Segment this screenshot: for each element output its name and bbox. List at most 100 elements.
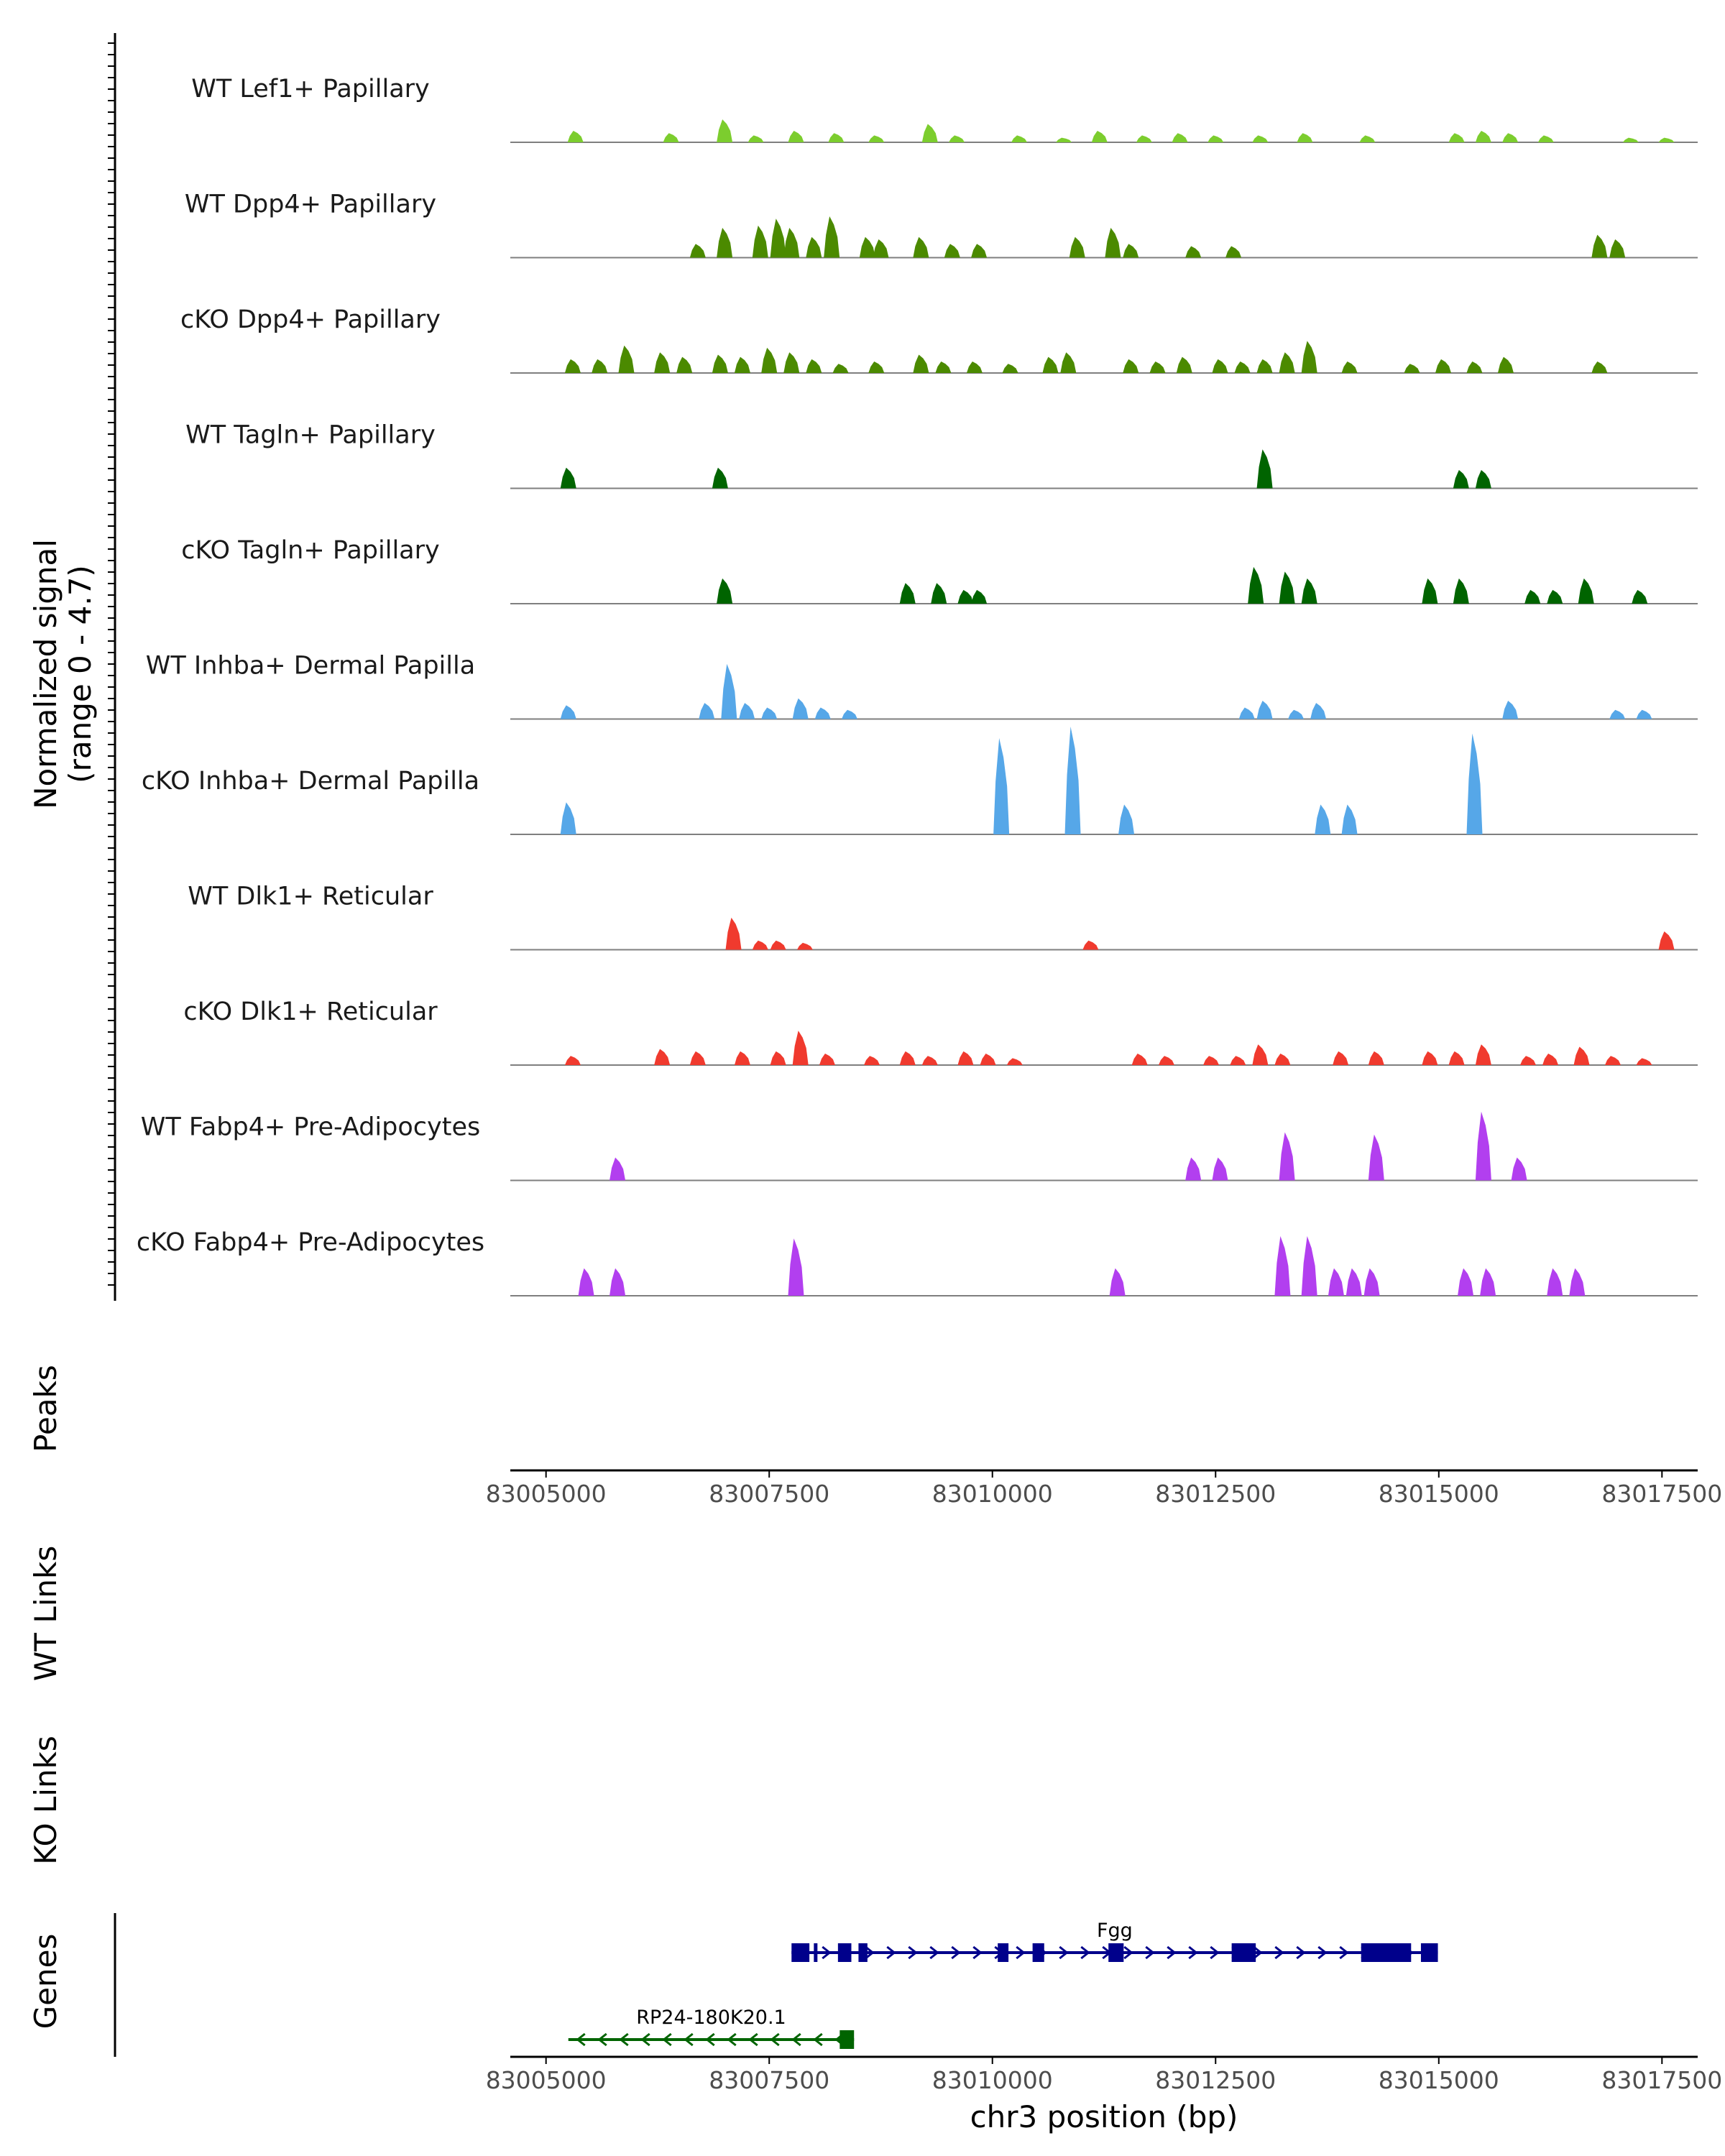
coverage-peak	[828, 133, 845, 142]
strand-arrow	[727, 2032, 737, 2047]
coverage-peak	[1511, 1157, 1527, 1181]
x-tick-label: 83010000	[932, 1480, 1053, 1508]
coverage-peak	[654, 1049, 671, 1065]
strand-arrow	[705, 2032, 715, 2047]
gene-model: RP24-180K20.1	[568, 2007, 855, 2049]
track-label: cKO Tagln+ Papillary	[181, 536, 440, 565]
coverage-peak	[842, 709, 857, 719]
coverage-peak	[1064, 727, 1081, 834]
coverage-peak	[1158, 1056, 1174, 1065]
coverage-peak	[1636, 709, 1652, 719]
coverage-peak	[957, 589, 974, 604]
coverage-peak	[748, 135, 764, 142]
coverage-peak	[1368, 1134, 1384, 1181]
coverage-peak	[1208, 135, 1224, 142]
strand-arrow	[662, 2032, 672, 2047]
coverage-peak	[1341, 804, 1358, 834]
coverage-peak	[1404, 364, 1420, 373]
coverage-peak	[1274, 1236, 1291, 1296]
coverage-peak	[868, 361, 885, 373]
coverage-peak	[873, 239, 889, 258]
strand-arrow	[1188, 1945, 1198, 1960]
coverage-peak	[1466, 733, 1483, 834]
coverage-peak	[1520, 1056, 1536, 1065]
coverage-peak	[1225, 246, 1242, 258]
coverage-peak	[913, 236, 929, 258]
coverage-peak	[712, 354, 728, 373]
strand-arrow	[576, 2032, 586, 2047]
coverage-peak	[1346, 1268, 1362, 1296]
coverage-peak	[1301, 1236, 1317, 1296]
coverage-peak	[712, 467, 728, 489]
strand-arrow	[813, 2032, 823, 2047]
gene-exon	[1032, 1943, 1044, 1962]
strand-arrow	[1080, 1945, 1090, 1960]
coverage-peak	[957, 1051, 974, 1065]
coverage-peak	[1591, 234, 1608, 258]
signal-axis-label: Normalized signal	[28, 539, 63, 809]
strand-arrow	[886, 1945, 896, 1960]
coverage-peak	[1609, 709, 1626, 719]
gene-exon	[1108, 1943, 1124, 1962]
x-tick-label: 83005000	[486, 1480, 607, 1508]
coverage-peak	[788, 131, 804, 142]
coverage-peak	[1448, 1051, 1465, 1065]
track-label: WT Dlk1+ Reticular	[188, 883, 433, 911]
gene-model: Fgg	[791, 1920, 1438, 1962]
coverage-peak	[1502, 133, 1519, 142]
coverage-peak	[1131, 1054, 1148, 1065]
coverage-peak	[1569, 1268, 1586, 1296]
coverage-peak	[1279, 1132, 1295, 1181]
coverage-track: cKO Tagln+ Papillary	[181, 536, 1698, 604]
coverage-peak	[1109, 1268, 1126, 1296]
track-label: cKO Fabp4+ Pre-Adipocytes	[137, 1228, 484, 1257]
gene-exon	[837, 1943, 852, 1962]
coverage-peak	[806, 236, 822, 258]
coverage-peak	[1123, 244, 1139, 258]
track-label: WT Fabp4+ Pre-Adipocytes	[141, 1113, 480, 1142]
coverage-peak	[1212, 359, 1228, 373]
x-tick-label: 83007500	[709, 1480, 829, 1508]
coverage-peak	[792, 1031, 809, 1065]
coverage-track: cKO Inhba+ Dermal Papilla	[142, 727, 1698, 835]
x-axis-label: chr3 position (bp)	[970, 2099, 1238, 2134]
coverage-peak	[921, 124, 938, 142]
x-axis-top: 83005000 83007500 83010000 83012500 83015000…	[486, 1469, 1722, 1508]
coverage-peak	[699, 703, 715, 719]
track-label: cKO Dlk1+ Reticular	[183, 998, 438, 1026]
coverage-peak	[564, 359, 581, 373]
coverage-peak	[1118, 804, 1135, 834]
gene-label: Fgg	[1097, 1920, 1133, 1942]
track-label: WT Tagln+ Papillary	[185, 421, 436, 450]
coverage-track: cKO Dlk1+ Reticular	[183, 998, 1698, 1066]
strand-arrow	[1123, 1945, 1133, 1960]
coverage-peak	[1238, 707, 1255, 719]
strand-arrow	[597, 2032, 607, 2047]
x-tick-label: 83005000	[486, 2066, 607, 2094]
coverage-peak	[1176, 356, 1192, 373]
gene-exon	[814, 1943, 818, 1962]
coverage-peak	[966, 361, 983, 373]
signal-axis-ticks	[108, 42, 115, 1286]
coverage-track: WT Dpp4+ Papillary	[185, 190, 1698, 259]
coverage-peak	[1002, 364, 1018, 373]
coverage-peak	[761, 707, 778, 719]
x-tick-label: 83012500	[1155, 1480, 1276, 1508]
coverage-peak	[1328, 1268, 1344, 1296]
coverage-peak	[921, 1056, 938, 1065]
coverage-peak	[1333, 1051, 1349, 1065]
coverage-peak	[560, 802, 576, 834]
coverage-peak	[1301, 341, 1317, 373]
coverage-peak	[1252, 135, 1269, 142]
coverage-peak	[971, 589, 988, 604]
coverage-peak	[734, 356, 750, 373]
coverage-peak	[783, 352, 800, 373]
x-tick-label: 83010000	[932, 2066, 1053, 2094]
coverage-peak	[1359, 135, 1376, 142]
coverage-peak	[1573, 1046, 1590, 1065]
coverage-peak	[1422, 1051, 1438, 1065]
coverage-peak	[931, 583, 947, 604]
coverage-peak	[676, 356, 693, 373]
track-label: WT Lef1+ Papillary	[191, 75, 430, 103]
coverage-peak	[1136, 135, 1152, 142]
